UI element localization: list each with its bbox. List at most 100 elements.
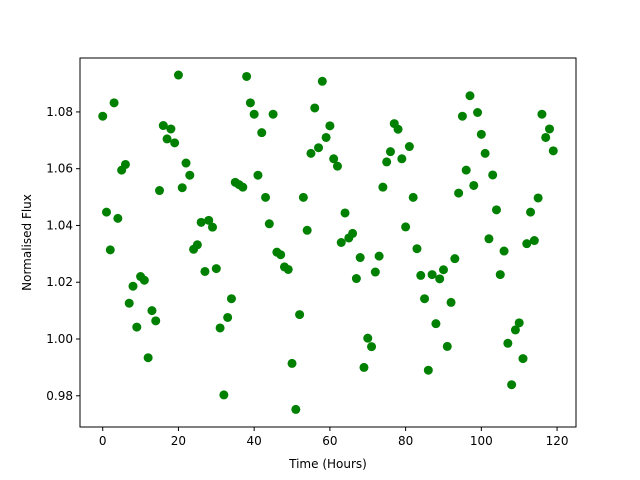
data-point [302, 225, 312, 235]
data-point [510, 325, 520, 335]
y-tick-label: 1.04 [46, 218, 73, 232]
data-point [363, 333, 373, 343]
data-point [518, 354, 528, 364]
data-point [283, 264, 293, 274]
data-point [321, 132, 331, 142]
x-tick-label: 80 [398, 434, 413, 448]
data-point [332, 161, 342, 171]
data-point [329, 154, 339, 164]
data-point [204, 215, 214, 225]
data-point [215, 323, 225, 333]
data-point [491, 205, 501, 215]
data-point [336, 238, 346, 247]
y-tick-label: 1.02 [46, 275, 73, 289]
data-point [298, 192, 308, 202]
data-point [367, 342, 377, 352]
x-axis-ticks: 0 20 40 60 80 100 120 [99, 427, 569, 448]
data-point [124, 298, 134, 308]
data-point [473, 108, 483, 117]
x-tick-label: 60 [322, 434, 337, 448]
data-point [529, 236, 539, 246]
data-point [401, 222, 411, 232]
data-point [257, 128, 267, 138]
data-point [423, 365, 433, 375]
data-point [480, 148, 490, 158]
data-point [499, 246, 509, 256]
data-point [139, 275, 149, 285]
data-point [128, 281, 138, 291]
data-point [264, 219, 274, 229]
data-point [476, 129, 486, 139]
data-point [488, 170, 498, 180]
data-point [348, 228, 358, 238]
data-point [450, 254, 460, 264]
x-tick-label: 20 [171, 434, 186, 448]
x-tick-label: 0 [99, 434, 107, 448]
data-point [355, 253, 365, 263]
plot-area [80, 58, 576, 427]
data-point [211, 264, 221, 274]
x-tick-label: 120 [546, 434, 569, 448]
data-point [102, 207, 111, 217]
data-point [469, 180, 479, 190]
data-point [533, 193, 543, 203]
data-point [382, 157, 392, 167]
data-point [442, 341, 452, 351]
data-point [109, 98, 119, 108]
data-point [412, 244, 422, 254]
data-point [503, 338, 513, 348]
y-axis-label: Normalised Flux [20, 194, 34, 291]
data-point [314, 143, 324, 153]
data-point [340, 208, 350, 218]
data-point [226, 294, 236, 304]
data-point [147, 306, 157, 316]
data-point [105, 245, 115, 255]
data-point [158, 121, 168, 131]
data-point [416, 270, 426, 280]
data-point [291, 404, 301, 414]
data-point [120, 159, 130, 169]
data-point [457, 111, 467, 121]
data-point [276, 250, 286, 260]
data-point [132, 322, 142, 332]
data-point [98, 111, 108, 121]
data-point [151, 316, 161, 326]
data-point [359, 362, 369, 372]
data-point [219, 390, 229, 400]
data-point [173, 70, 183, 80]
data-point [295, 310, 305, 320]
data-point [541, 132, 551, 142]
data-point [454, 188, 464, 198]
data-point [249, 109, 259, 119]
y-axis-ticks: 0.98 1.00 1.02 1.04 1.06 1.08 [46, 105, 80, 403]
data-point [253, 170, 263, 180]
data-point [438, 265, 448, 275]
data-point [317, 76, 327, 86]
data-point [435, 274, 445, 284]
data-point [420, 294, 430, 304]
data-point [181, 158, 191, 168]
data-point [268, 109, 278, 119]
data-point [325, 121, 335, 131]
data-point [242, 71, 252, 81]
data-point [196, 217, 206, 227]
y-tick-label: 1.06 [46, 162, 73, 176]
data-point [526, 207, 536, 217]
data-point [113, 213, 123, 223]
data-point [306, 148, 316, 158]
plot-frame [79, 57, 577, 428]
data-point [166, 124, 176, 134]
y-tick-label: 0.98 [46, 389, 73, 403]
data-point [370, 267, 380, 277]
y-tick-label: 1.08 [46, 105, 73, 119]
data-point [351, 274, 361, 284]
data-point [374, 251, 384, 261]
data-point [177, 183, 187, 193]
x-tick-label: 40 [247, 434, 262, 448]
data-point [162, 134, 172, 144]
data-point [170, 138, 180, 148]
data-point [431, 319, 441, 329]
data-point [404, 142, 414, 152]
data-point [192, 240, 202, 250]
